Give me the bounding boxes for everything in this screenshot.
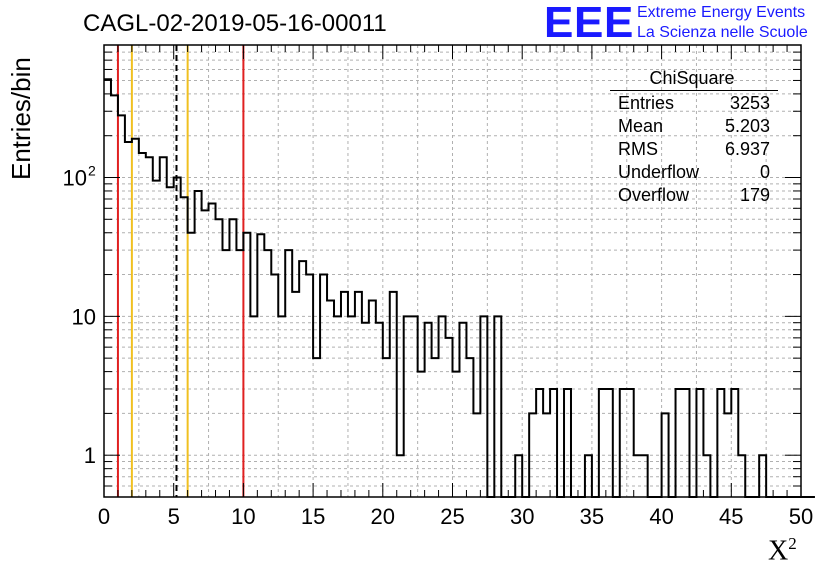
chart-title: CAGL-02-2019-05-16-00011 <box>83 10 387 37</box>
logo-text-line2: La Scienza nelle Scuole <box>637 24 808 41</box>
logo-letter-2: E <box>574 0 603 47</box>
logo-letter-1: E <box>544 0 573 47</box>
stat-row-overflow: Overflow 179 <box>618 185 770 207</box>
stat-value: 5.203 <box>724 116 770 136</box>
x-tick-label: 35 <box>580 504 604 529</box>
y-tick-label: 10 <box>63 165 87 190</box>
y-axis-label: Entries/bin <box>6 57 36 180</box>
stats-title: ChiSquare <box>649 68 735 88</box>
stat-row-mean: Mean 5.203 <box>618 116 770 138</box>
y-tick-label: 10 <box>72 304 96 329</box>
x-tick-label: 10 <box>231 504 255 529</box>
stat-key: RMS <box>618 139 658 159</box>
x-tick-label: 50 <box>789 504 813 529</box>
x-tick-label: 15 <box>301 504 325 529</box>
x-tick-label: 5 <box>168 504 180 529</box>
stat-row-rms: RMS 6.937 <box>618 139 770 161</box>
x-axis-label-sup: 2 <box>788 534 797 553</box>
x-axis-label: X2 <box>768 534 797 567</box>
y-tick-label-sup: 2 <box>88 162 96 178</box>
stat-row-underflow: Underflow 0 <box>618 162 770 184</box>
x-tick-labels: 0 5 10 15 20 25 30 35 40 45 50 <box>98 504 813 529</box>
x-tick-label: 30 <box>510 504 534 529</box>
x-tick-label: 40 <box>649 504 673 529</box>
x-tick-label: 20 <box>371 504 395 529</box>
stat-row-entries: Entries 3253 <box>618 93 770 115</box>
x-tick-label: 25 <box>440 504 464 529</box>
logo-letter-3: E <box>604 0 633 47</box>
stat-key: Overflow <box>618 185 690 205</box>
x-tick-label: 0 <box>98 504 110 529</box>
stat-key: Entries <box>618 93 675 113</box>
eee-logo: E E E <box>544 0 636 47</box>
stat-value: 6.937 <box>724 139 770 159</box>
logo-text-line1: Extreme Energy Events <box>637 4 806 21</box>
stat-key: Mean <box>618 116 664 136</box>
x-axis-label-base: X <box>768 535 789 567</box>
histogram-series <box>104 78 815 498</box>
stat-key: Underflow <box>618 162 700 182</box>
stats-box: ChiSquare Entries 3253 Mean 5.203 RMS 6.… <box>610 66 778 206</box>
stat-value: 3253 <box>729 93 770 113</box>
x-tick-label: 45 <box>719 504 743 529</box>
stat-value: 179 <box>739 185 770 205</box>
axes <box>103 44 802 498</box>
stats-divider <box>610 90 778 91</box>
stat-value: 0 <box>759 162 770 182</box>
y-tick-label: 1 <box>84 443 96 468</box>
reference-lines <box>116 45 245 497</box>
